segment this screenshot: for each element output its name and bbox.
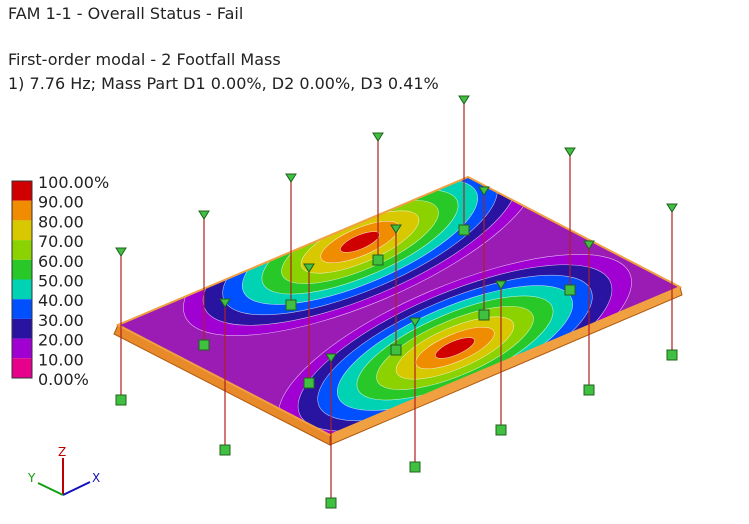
column-base	[409, 461, 421, 473]
column-head	[372, 132, 384, 142]
column-base	[495, 424, 507, 436]
column-base	[115, 394, 127, 406]
legend-swatch	[12, 299, 32, 319]
column-base	[458, 224, 470, 236]
axis-x: X	[92, 471, 100, 485]
legend-label: 50.00	[38, 272, 84, 291]
column-head	[219, 298, 231, 308]
legend-swatch	[12, 338, 32, 359]
column-head	[303, 263, 315, 273]
column-base	[219, 444, 231, 456]
legend-label: 10.00	[38, 350, 84, 369]
mode-info: 1) 7.76 Hz; Mass Part D1 0.00%, D2 0.00%…	[8, 74, 439, 93]
contours	[183, 177, 632, 435]
column-base	[325, 497, 337, 509]
column-base	[478, 309, 490, 321]
axis-y: Y	[27, 471, 36, 485]
legend-label: 60.00	[38, 252, 84, 271]
column-base	[198, 339, 210, 351]
columns	[115, 95, 678, 509]
legend-swatch	[12, 200, 32, 221]
contour-band	[435, 337, 475, 359]
column-head	[458, 95, 470, 105]
column-base	[564, 284, 576, 296]
legend-frame	[11, 180, 33, 379]
column-head	[390, 224, 402, 234]
legend-swatch	[12, 259, 32, 280]
column-base	[583, 384, 595, 396]
legend-label: 20.00	[38, 331, 84, 350]
legend-swatch	[12, 279, 32, 300]
legend-label: 80.00	[38, 212, 84, 231]
legend: 100.00%90.0080.0070.0060.0050.0040.0030.…	[11, 173, 109, 389]
title: FAM 1-1 - Overall Status - Fail	[8, 4, 244, 23]
axis-z: Z	[58, 445, 66, 459]
contour-band	[340, 231, 380, 253]
legend-label: 30.00	[38, 311, 84, 330]
triad: Z X Y	[27, 445, 100, 496]
legend-swatch	[12, 181, 32, 201]
legend-swatch	[12, 318, 32, 339]
column-base	[285, 299, 297, 311]
legend-label: 90.00	[38, 193, 84, 212]
column-head	[198, 210, 210, 220]
legend-swatch	[12, 358, 32, 378]
column-head	[495, 280, 507, 290]
column-head	[666, 203, 678, 213]
column-base	[372, 254, 384, 266]
column-base	[666, 349, 678, 361]
legend-label: 100.00%	[38, 173, 109, 192]
legend-swatch	[12, 240, 32, 260]
legend-label: 70.00	[38, 232, 84, 251]
column-base	[390, 344, 402, 356]
column-base	[303, 377, 315, 389]
column-head	[564, 147, 576, 157]
column-head	[583, 240, 595, 250]
plate-outline	[115, 175, 683, 437]
legend-label: 0.00%	[38, 370, 89, 389]
column-head	[115, 247, 127, 257]
column-head	[478, 186, 490, 196]
legend-swatch	[12, 220, 32, 241]
column-head	[409, 317, 421, 327]
column-head	[285, 173, 297, 183]
legend-label: 40.00	[38, 291, 84, 310]
subtitle: First-order modal - 2 Footfall Mass	[8, 50, 281, 69]
column-head	[325, 353, 337, 363]
